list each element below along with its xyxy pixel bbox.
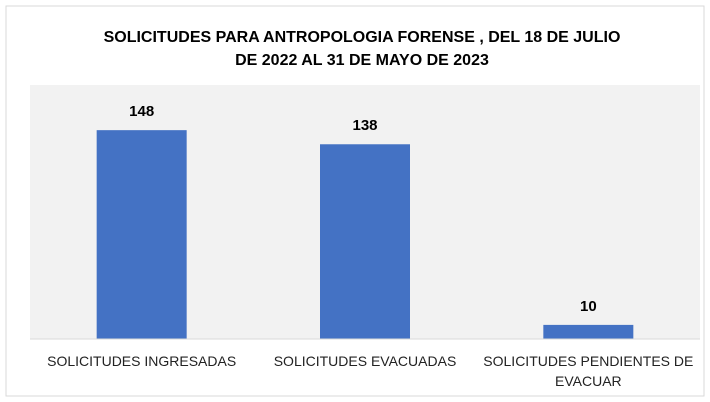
data-label: 148 — [129, 103, 154, 120]
x-tick-label: SOLICITUDES PENDIENTES DE EVACUAR — [483, 353, 694, 389]
bar — [543, 324, 634, 339]
x-tick-label: SOLICITUDES INGRESADAS — [47, 353, 237, 369]
bar — [96, 130, 187, 339]
chart-title: SOLICITUDES PARA ANTROPOLOGIA FORENSE , … — [104, 29, 621, 46]
bar — [320, 144, 410, 339]
x-tick-label: SOLICITUDES EVACUADAS — [273, 353, 457, 369]
data-label: 10 — [580, 298, 597, 315]
data-label: 138 — [352, 117, 377, 134]
chart-title: DE 2022 AL 31 DE MAYO DE 2023 — [235, 52, 489, 69]
